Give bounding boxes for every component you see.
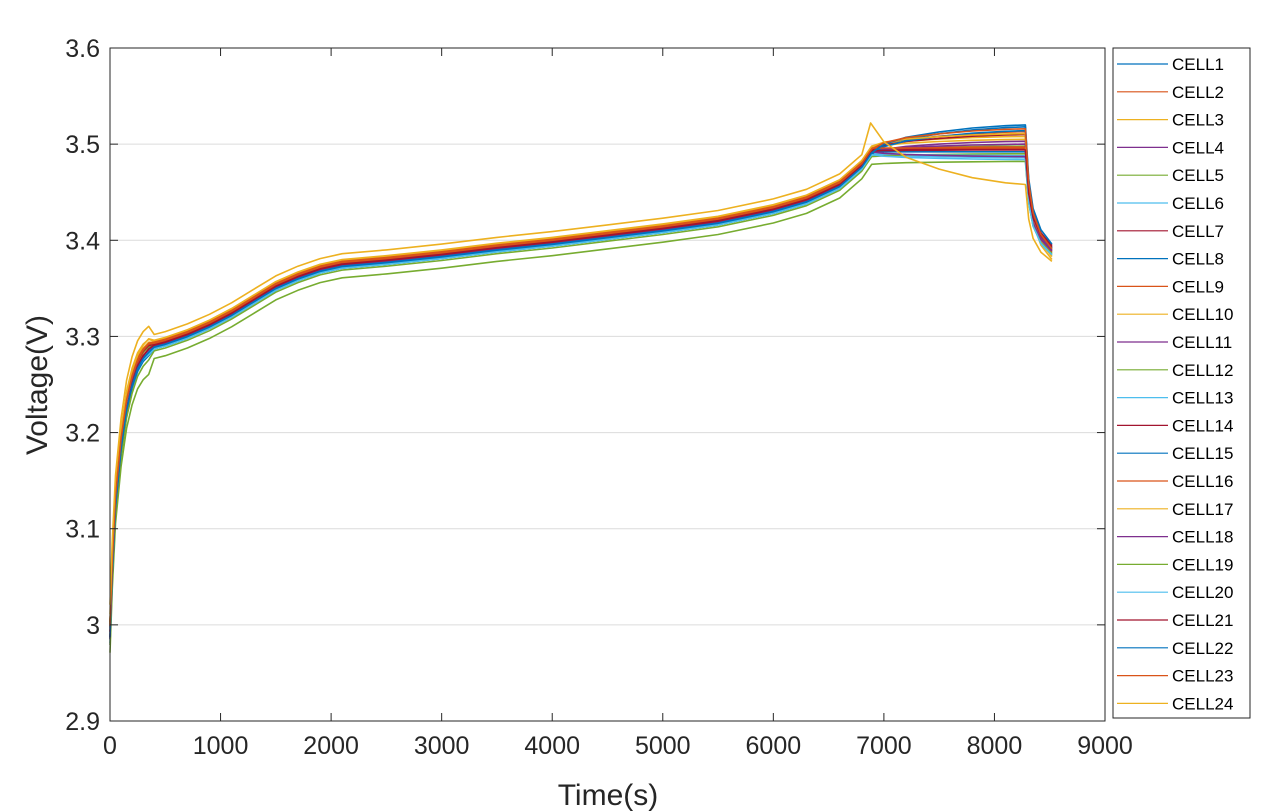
legend-label: CELL12 [1172, 361, 1233, 380]
y-tick-labels: 2.9 3 3.1 3.2 3.3 3.4 3.5 3.6 [65, 35, 100, 736]
legend-label: CELL5 [1172, 166, 1224, 185]
legend-label: CELL17 [1172, 500, 1233, 519]
legend-label: CELL11 [1172, 333, 1232, 352]
legend-label: CELL15 [1172, 444, 1233, 463]
legend-label: CELL3 [1172, 111, 1224, 130]
x-tick-label: 8000 [967, 732, 1023, 760]
y-tick-label: 3.2 [65, 420, 100, 448]
legend-label: CELL7 [1172, 222, 1224, 241]
y-tick-label: 3.6 [65, 35, 100, 63]
y-tick-label: 3.5 [65, 131, 100, 159]
legend-label: CELL6 [1172, 194, 1224, 213]
series-line-cell21 [109, 149, 1053, 638]
legend-label: CELL24 [1172, 694, 1233, 713]
series-line-cell19 [109, 160, 1053, 653]
legend-label: CELL14 [1172, 416, 1233, 435]
x-tick-label: 3000 [414, 732, 470, 760]
legend-label: CELL2 [1172, 83, 1224, 102]
legend-label: CELL4 [1172, 138, 1224, 157]
x-tick-label: 1000 [193, 732, 249, 760]
x-tick-label: 0 [103, 732, 117, 760]
legend-box [1112, 47, 1251, 719]
x-tick-label: 7000 [856, 732, 912, 760]
x-tick-label: 4000 [524, 732, 580, 760]
x-tick-label: 6000 [746, 732, 802, 760]
y-tick-label: 3 [86, 612, 100, 640]
x-axis-label: Time(s) [558, 779, 659, 811]
x-tick-label: 9000 [1077, 732, 1133, 760]
legend: CELL1 CELL2 CELL3 CELL4 CELL5 CELL6 CELL7 CELL8… [1112, 47, 1251, 719]
legend-label: CELL16 [1172, 472, 1233, 491]
legend-label: CELL20 [1172, 583, 1233, 602]
series-line-cell17 [109, 132, 1053, 624]
legend-label: CELL18 [1172, 528, 1233, 547]
plot-frame [109, 47, 1106, 722]
legend-items: CELL1 CELL2 CELL3 CELL4 CELL5 CELL6 CELL7 CELL8… [1117, 55, 1233, 713]
legend-label: CELL19 [1172, 555, 1233, 574]
legend-label: CELL1 [1172, 55, 1224, 74]
legend-label: CELL22 [1172, 639, 1233, 658]
plot-area [110, 48, 1105, 721]
series-line-cell24 [109, 122, 1053, 605]
legend-label: CELL9 [1172, 277, 1224, 296]
y-tick-label: 3.3 [65, 323, 100, 351]
y-axis-label: Voltage(V) [21, 315, 54, 455]
x-tick-labels: 0 1000 2000 3000 4000 5000 6000 7000 8000 9000 [103, 732, 1133, 760]
y-tick-label: 3.4 [65, 227, 100, 255]
axis-ticks [109, 47, 1106, 722]
legend-label: CELL21 [1172, 611, 1233, 630]
legend-label: CELL13 [1172, 389, 1233, 408]
series-line-cell22 [109, 124, 1053, 638]
x-tick-label: 5000 [635, 732, 691, 760]
y-tick-label: 3.1 [65, 516, 100, 544]
legend-label: CELL23 [1172, 667, 1233, 686]
series-line-cell23 [109, 128, 1053, 626]
series-lines [109, 122, 1053, 653]
y-tick-label: 2.9 [65, 708, 100, 736]
legend-label: CELL10 [1172, 305, 1233, 324]
x-tick-label: 2000 [303, 732, 359, 760]
legend-label: CELL8 [1172, 250, 1224, 269]
